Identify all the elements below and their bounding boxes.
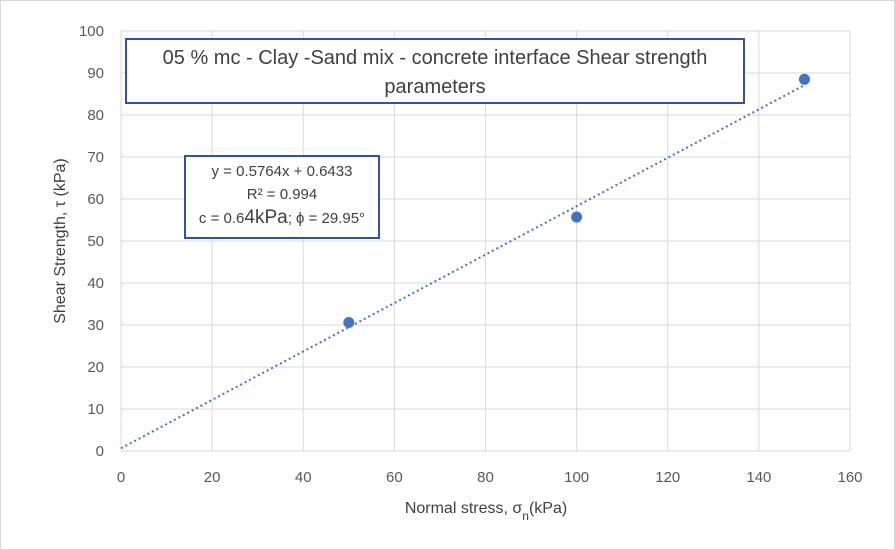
- data-point: [571, 211, 583, 223]
- data-point: [343, 316, 355, 328]
- x-axis-title: Normal stress, σn(kPa): [405, 500, 567, 523]
- y-tick-label: 10: [87, 401, 104, 418]
- y-tick-label: 60: [87, 191, 104, 208]
- y-tick-label: 90: [87, 65, 104, 82]
- y-tick-label: 30: [87, 317, 104, 334]
- x-tick-label: 160: [837, 469, 862, 486]
- strength-parameters: c = 0.64kPa; ϕ = 29.95°: [198, 207, 366, 228]
- x-tick-labels: 0 20 40 60 80 100 120 140 160: [117, 469, 863, 486]
- trendline-equation: y = 0.5764x + 0.6433: [211, 163, 353, 180]
- trendline-group: [120, 84, 805, 450]
- y-tick-label: 70: [87, 149, 104, 166]
- chart-title-box: 05 % mc - Clay -Sand mix - concrete inte…: [125, 38, 745, 104]
- y-tick-label: 50: [87, 233, 104, 250]
- x-tick-label: 120: [655, 469, 680, 486]
- chart-title-line-2: parameters: [384, 76, 486, 98]
- x-tick-label: 0: [117, 469, 125, 486]
- x-tick-label: 40: [295, 469, 312, 486]
- y-tick-labels: 0 10 20 30 40 50 60 70 80 90 100: [79, 23, 104, 460]
- x-tick-label: 20: [204, 469, 221, 486]
- y-tick-label: 0: [96, 443, 104, 460]
- x-tick-label: 60: [386, 469, 403, 486]
- y-tick-label: 40: [87, 275, 104, 292]
- data-points: [343, 73, 810, 328]
- trendline: [120, 84, 805, 450]
- y-tick-label: 80: [87, 107, 104, 124]
- data-point: [798, 73, 810, 85]
- x-tick-label: 100: [564, 469, 589, 486]
- r-squared-label: R² = 0.994: [246, 186, 318, 203]
- x-tick-label: 140: [746, 469, 771, 486]
- y-tick-label: 100: [79, 23, 104, 40]
- x-tick-label: 80: [477, 469, 494, 486]
- chart-title-line-1: 05 % mc - Clay -Sand mix - concrete inte…: [162, 47, 708, 69]
- y-tick-label: 20: [87, 359, 104, 376]
- y-axis-title: Shear Strength, τ (kPa): [52, 158, 69, 324]
- equation-box: y = 0.5764x + 0.6433 R² = 0.994 c = 0.64…: [184, 155, 380, 239]
